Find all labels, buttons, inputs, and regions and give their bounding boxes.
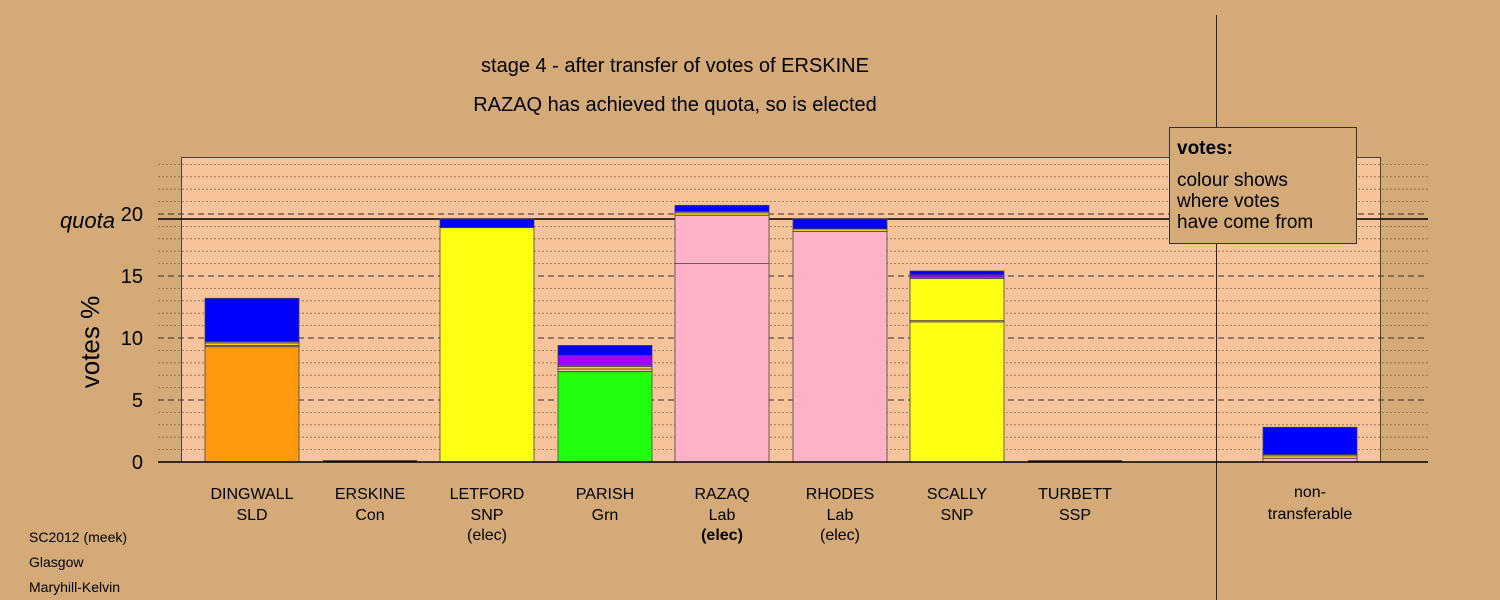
bar-rhodes-segment-con — [792, 218, 888, 230]
candidate-party-label: Grn — [592, 507, 619, 524]
bar-razaq-segment-lab — [674, 263, 770, 463]
bar-scally-segment-snp — [909, 278, 1005, 322]
bar-parish-segment-grn — [557, 371, 653, 463]
candidate-labels: DINGWALL SLD ERSKINE Con LETFORD SNP (elec) PAR… — [211, 484, 1353, 544]
candidate-status-label: (elec) — [820, 527, 860, 544]
legend-line: where votes — [1176, 191, 1279, 212]
bar-dingwall-segment-con — [204, 297, 300, 343]
y-tick-label: 10 — [121, 328, 143, 350]
y-axis-label: votes % — [75, 296, 105, 389]
bar-letford-segment-snp — [439, 227, 535, 463]
candidate-name-label: RHODES — [806, 486, 874, 503]
candidate-name-label: DINGWALL — [211, 486, 294, 503]
candidate-party-label: SSP — [1059, 507, 1091, 524]
candidate-status-label: (elec) — [701, 527, 743, 544]
legend-line: have come from — [1177, 212, 1313, 233]
chart-title: stage 4 - after transfer of votes of ERS… — [481, 55, 869, 77]
bar-scally-segment-con — [909, 270, 1005, 276]
legend-title: votes: — [1177, 138, 1233, 159]
candidate-name-label: PARISH — [576, 486, 634, 503]
candidate-name-label: LETFORD — [450, 486, 525, 503]
legend-line: colour shows — [1177, 170, 1288, 191]
bar-scally-segment-snp — [909, 321, 1005, 463]
candidate-party-label: SLD — [236, 507, 267, 524]
y-tick-label: 0 — [132, 452, 143, 474]
candidate-party-label: Lab — [827, 507, 854, 524]
non-transferable-label: transferable — [1268, 506, 1353, 523]
bar-razaq-segment-con — [674, 204, 770, 212]
candidate-party-label: Con — [355, 507, 384, 524]
chart-subtitle: RAZAQ has achieved the quota, so is elec… — [473, 94, 877, 116]
candidate-party-label: Lab — [709, 507, 736, 524]
y-tick-label: 5 — [132, 390, 143, 412]
footer-source: SC2012 (meek) — [29, 529, 128, 545]
bar-rhodes-segment-lab — [792, 230, 888, 463]
y-tick-label: 20 — [121, 204, 143, 226]
bar-dingwall-segment-sld — [204, 346, 300, 463]
candidate-status-label: (elec) — [467, 527, 507, 544]
candidate-name-label: RAZAQ — [694, 486, 749, 503]
bar-letford-segment-con — [439, 218, 535, 229]
bar-parish-segment-con — [557, 345, 653, 356]
candidate-name-label: SCALLY — [927, 486, 988, 503]
bar-non-transferable-segment-con — [1262, 426, 1358, 455]
candidate-party-label: SNP — [471, 507, 504, 524]
footer-constituency: Maryhill-Kelvin — [29, 579, 121, 595]
candidate-name-label: ERSKINE — [335, 486, 405, 503]
y-tick-label: 15 — [121, 266, 143, 288]
bar-razaq-segment-lab — [674, 214, 770, 265]
footer-city: Glasgow — [29, 554, 84, 570]
bar-parish-segment-ssp — [557, 354, 653, 366]
bars-layer — [204, 204, 1358, 463]
non-transferable-label: non- — [1294, 484, 1326, 501]
legend-box: votes: colour shows where votes have com… — [1169, 127, 1357, 244]
axis-layer: 0 5 10 15 20 — [121, 204, 1428, 474]
legend-frame — [1169, 127, 1357, 244]
candidate-name-label: TURBETT — [1038, 486, 1112, 503]
quota-label: quota — [60, 208, 115, 233]
candidate-party-label: SNP — [941, 507, 974, 524]
